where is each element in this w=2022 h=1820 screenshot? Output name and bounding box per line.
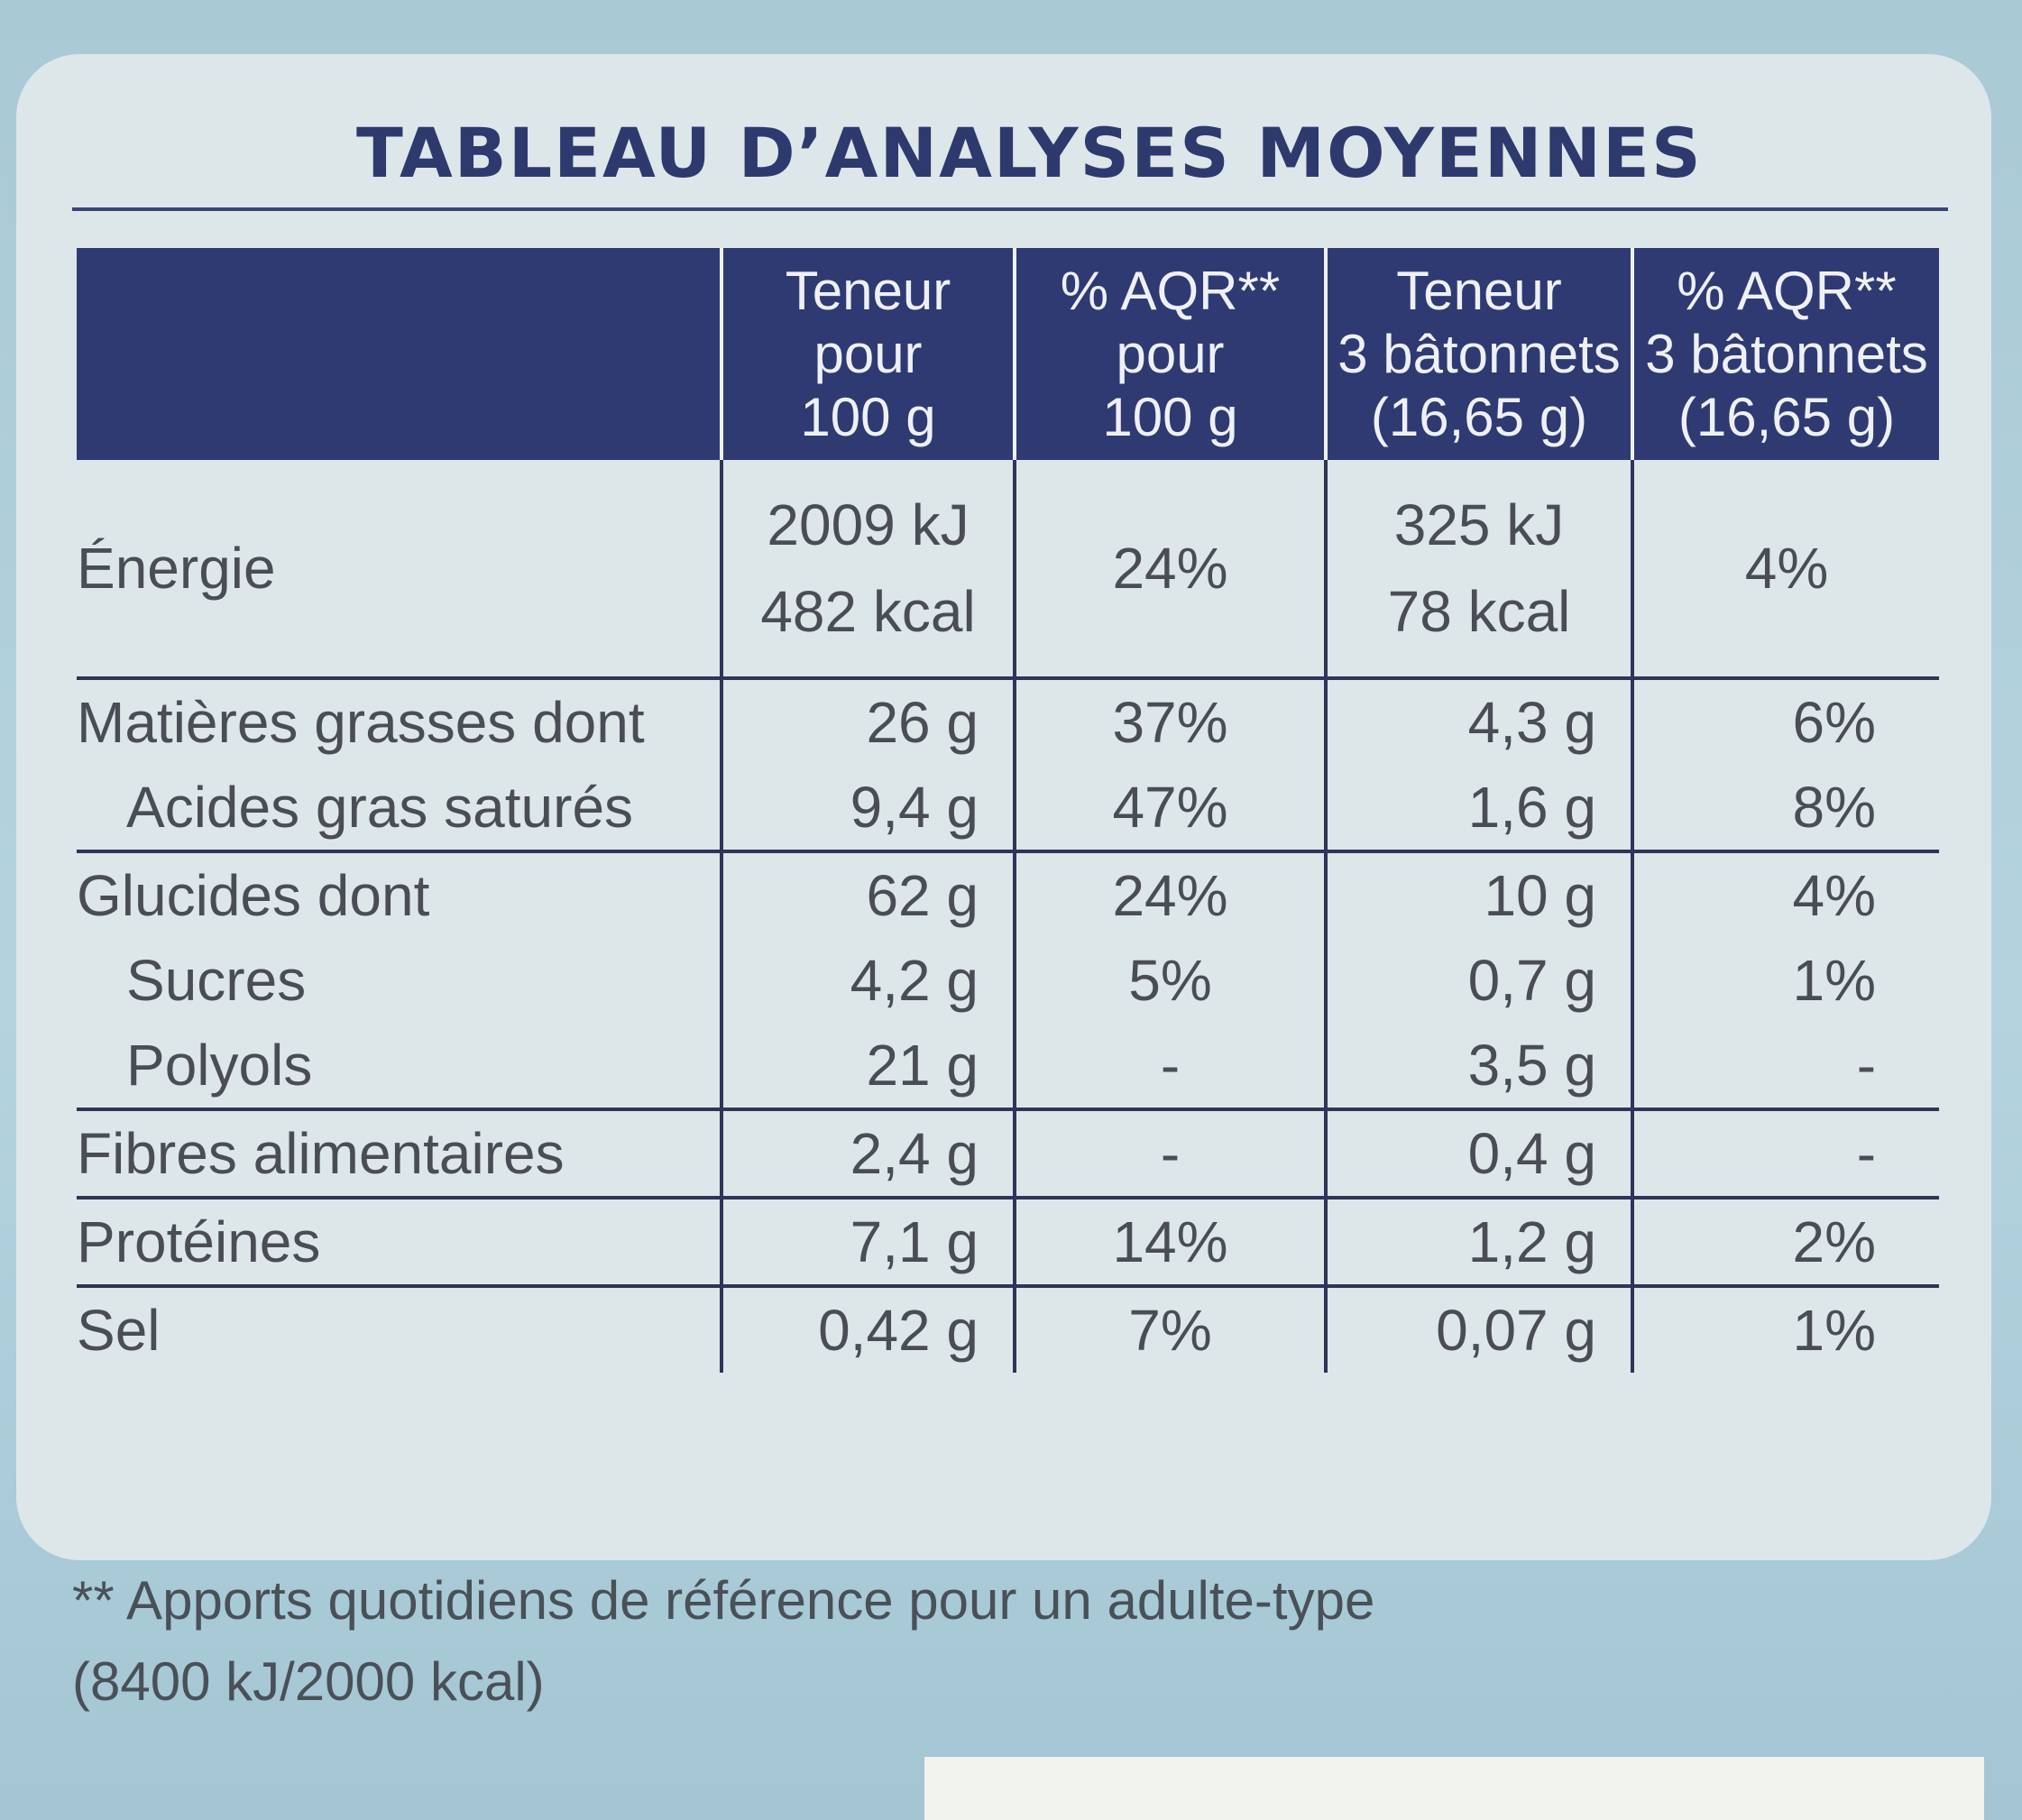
header-label-column (77, 248, 721, 460)
table-row-fibre: Fibres alimentaires 2,4 g - 0,4 g - (77, 1108, 1939, 1198)
cell-ri-portion: 4% (1631, 850, 1939, 938)
cell-ri-portion: 8% (1631, 765, 1939, 851)
footnote-line-2: (8400 kJ/2000 kcal) (72, 1651, 545, 1712)
cell-ri-100g: - (1013, 1108, 1326, 1198)
cell-ri-portion: 1% (1631, 938, 1939, 1023)
table-row-sugars: Sucres 4,2 g 5% 0,7 g 1% (77, 938, 1939, 1023)
cell-ri-100g: 47% (1013, 765, 1326, 851)
cell-content-portion: 1,6 g (1324, 765, 1632, 851)
cell-content-portion: 0,7 g (1324, 938, 1632, 1023)
cell-content-100g: 0,42 g (720, 1284, 1015, 1373)
nutrition-table: Teneur pour 100 g % AQR** pour 100 g Ten… (77, 248, 1939, 1373)
header-ri-per-portion: % AQR** 3 bâtonnets (16,65 g) (1631, 248, 1939, 460)
title-divider (72, 207, 1948, 211)
cell-ri-100g: 37% (1013, 676, 1326, 765)
cell-content-100g: 21 g (720, 1023, 1015, 1109)
cell-ri-portion: 4% (1631, 460, 1939, 678)
table-row-polyols: Polyols 21 g - 3,5 g - (77, 1023, 1939, 1109)
table-row-carbohydrates: Glucides dont 62 g 24% 10 g 4% (77, 850, 1939, 938)
table-row-energy: Énergie 2009 kJ 482 kcal 24% 325 kJ 78 k… (77, 460, 1939, 678)
cell-content-100g: 26 g (720, 676, 1015, 765)
table-row-protein: Protéines 7,1 g 14% 1,2 g 2% (77, 1196, 1939, 1286)
table-header-row: Teneur pour 100 g % AQR** pour 100 g Ten… (77, 248, 1939, 460)
cell-content-100g: 2,4 g (720, 1108, 1015, 1198)
cell-content-100g: 4,2 g (720, 938, 1015, 1023)
row-label: Acides gras saturés (126, 775, 634, 840)
cell-content-portion: 0,4 g (1324, 1108, 1632, 1198)
cell-ri-portion: - (1631, 1023, 1939, 1109)
cell-content-portion: 1,2 g (1324, 1196, 1632, 1286)
row-label: Matières grasses dont (77, 676, 721, 765)
header-content-per-portion: Teneur 3 bâtonnets (16,65 g) (1324, 248, 1632, 460)
cell-ri-100g: 7% (1013, 1284, 1326, 1373)
row-label: Fibres alimentaires (77, 1108, 721, 1198)
cell-content-100g: 9,4 g (720, 765, 1015, 851)
cell-content-portion: 0,07 g (1324, 1284, 1632, 1373)
cell-ri-portion: - (1631, 1108, 1939, 1198)
table-row-salt: Sel 0,42 g 7% 0,07 g 1% (77, 1284, 1939, 1373)
table-title: TABLEAU D’ANALYSES MOYENNES (356, 113, 1703, 193)
cell-content-portion: 10 g (1324, 850, 1632, 938)
reference-intake-footnote: ** Apports quotidiens de référence pour … (72, 1560, 1786, 1723)
row-label: Polyols (126, 1033, 313, 1098)
table-row-fat: Matières grasses dont 26 g 37% 4,3 g 6% (77, 676, 1939, 765)
cell-content-portion: 4,3 g (1324, 676, 1632, 765)
row-label: Sucres (126, 948, 307, 1013)
cell-content-100g: 2009 kJ 482 kcal (720, 460, 1015, 678)
cell-ri-portion: 2% (1631, 1196, 1939, 1286)
row-label: Énergie (77, 536, 276, 601)
table-row-saturated-fat: Acides gras saturés 9,4 g 47% 1,6 g 8% (77, 765, 1939, 851)
cell-content-100g: 7,1 g (720, 1196, 1015, 1286)
cell-ri-100g: - (1013, 1023, 1326, 1109)
footnote-line-1: ** Apports quotidiens de référence pour … (72, 1570, 1375, 1631)
row-label: Glucides dont (77, 850, 721, 938)
cell-content-portion: 3,5 g (1324, 1023, 1632, 1109)
cell-ri-portion: 1% (1631, 1284, 1939, 1373)
cell-ri-portion: 6% (1631, 676, 1939, 765)
cell-content-100g: 62 g (720, 850, 1015, 938)
cell-ri-100g: 24% (1013, 460, 1326, 678)
cell-ri-100g: 5% (1013, 938, 1326, 1023)
cell-ri-100g: 24% (1013, 850, 1326, 938)
header-content-per-100g: Teneur pour 100 g (720, 248, 1015, 460)
cell-content-portion: 325 kJ 78 kcal (1324, 460, 1632, 678)
cell-ri-100g: 14% (1013, 1196, 1326, 1286)
white-label-area (924, 1757, 1984, 1820)
header-ri-per-100g: % AQR** pour 100 g (1013, 248, 1326, 460)
row-label: Sel (77, 1284, 721, 1373)
row-label: Protéines (77, 1196, 721, 1286)
